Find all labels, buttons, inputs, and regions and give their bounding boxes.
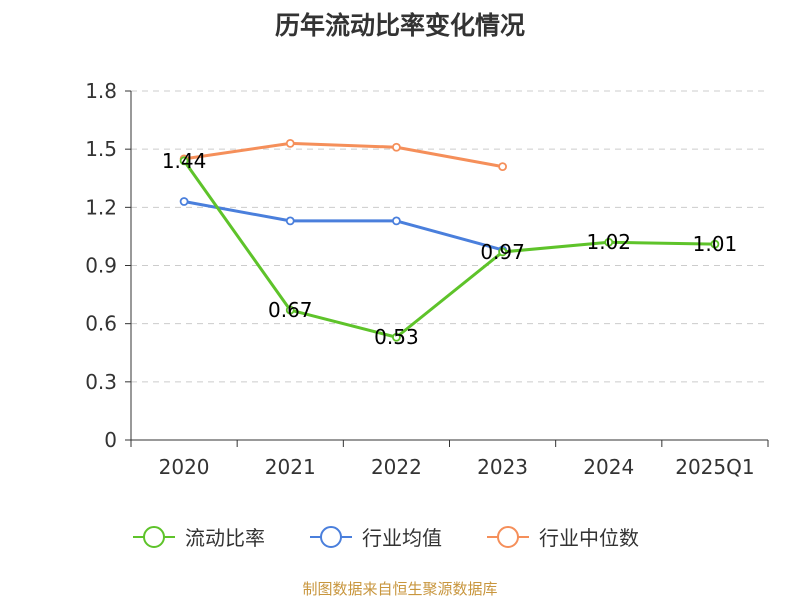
legend-marker [320, 526, 342, 548]
y-tick-label: 1.8 [85, 79, 117, 103]
data-label: 0.67 [268, 298, 313, 322]
legend: 流动比率 行业均值 行业中位数 [133, 526, 639, 550]
legend-marker [143, 526, 165, 548]
legend-label: 流动比率 [185, 526, 265, 550]
data-point [285, 305, 295, 315]
y-tick-label: 0 [104, 428, 117, 452]
axes: 0 0.3 0.6 0.9 1.2 1.5 1.8 2020 2021 2022 2023 2024 2… [85, 79, 769, 479]
x-tick-label: 2024 [583, 455, 634, 479]
data-point [498, 247, 507, 257]
data-label: 0.53 [374, 325, 419, 349]
data-point [285, 138, 295, 148]
x-tick-label: 2023 [477, 455, 528, 479]
data-point [710, 239, 720, 249]
y-tick-label: 1.5 [85, 137, 117, 161]
x-tick-label: 2022 [371, 455, 422, 479]
series-line [183, 141, 503, 169]
data-point [179, 197, 189, 206]
data-point [392, 332, 401, 342]
data-point [392, 142, 401, 152]
data-point [179, 156, 189, 166]
series-line [182, 159, 715, 339]
data-label: 1.02 [586, 230, 631, 254]
data-point [285, 216, 295, 226]
data-labels: 1.44 0.67 0.53 0.97 1.02 1.01 [162, 149, 737, 349]
data-label: 1.01 [693, 232, 738, 256]
source-note: 制图数据来自恒生聚源数据库 [302, 580, 498, 598]
y-tick-label: 0.3 [85, 370, 117, 394]
series-lines [179, 138, 720, 342]
x-tick-label: 2021 [265, 455, 316, 479]
data-point [392, 216, 401, 226]
legend-marker [497, 526, 519, 548]
data-point [604, 237, 614, 247]
chart-title: 历年流动比率变化情况 [274, 11, 525, 40]
y-tick-label: 0.6 [85, 312, 117, 336]
y-tick-label: 0.9 [85, 254, 117, 278]
data-point [498, 162, 507, 172]
legend-label: 行业均值 [362, 526, 442, 550]
data-label: 0.97 [480, 240, 525, 264]
x-tick-label: 2020 [159, 455, 210, 479]
legend-label: 行业中位数 [539, 526, 639, 550]
grid-lines [131, 90, 768, 383]
data-label: 1.44 [162, 149, 207, 173]
x-tick-label: 2025Q1 [675, 455, 754, 479]
series-line [183, 200, 503, 252]
y-tick-label: 1.2 [85, 195, 117, 219]
